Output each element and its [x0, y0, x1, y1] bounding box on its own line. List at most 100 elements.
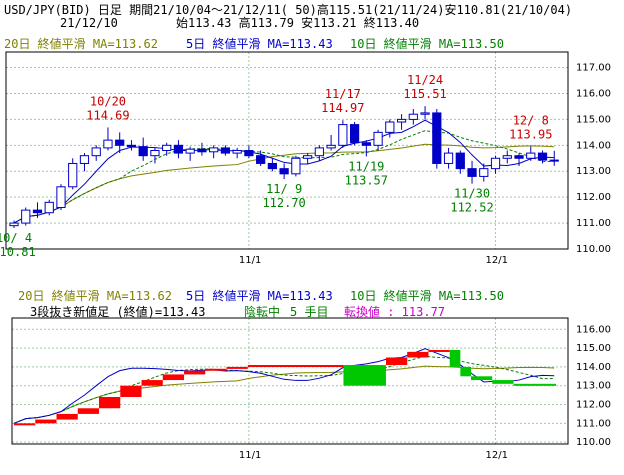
brick [407, 351, 429, 358]
x-tick-label: 12/1 [486, 450, 508, 461]
candle-body [197, 148, 207, 153]
legend2-ma20: 20日 終値平滑 MA=113.62 [18, 288, 172, 303]
brick [449, 349, 461, 367]
reversal-count: 5 手目 [290, 305, 328, 319]
candle-body [209, 147, 219, 153]
candle-body [91, 147, 101, 157]
y-tick-label: 114.00 [576, 140, 611, 151]
three-line-break-panel: 116.00 115.00 114.00 113.00 112.00 111.00 110.… [11, 317, 611, 461]
y-tick-label: 112.00 [576, 192, 611, 203]
annotation-value: 110.81 [0, 245, 36, 259]
brick [343, 365, 386, 386]
legend-ma5: 5日 終値平滑 MA=113.43 [186, 36, 333, 51]
candle-body [68, 162, 78, 188]
brick [120, 385, 142, 397]
candle-body [44, 201, 54, 214]
candle-body [314, 147, 324, 157]
y-tick-label: 115.00 [576, 343, 611, 354]
brick [99, 396, 121, 409]
y-tick-label: 116.00 [576, 324, 611, 335]
brick [77, 408, 100, 414]
annotation-date: 11/19 [348, 159, 384, 173]
candle-body [467, 168, 477, 177]
y-tick-label: 113.00 [576, 166, 611, 177]
brick [162, 374, 185, 381]
ma10-line [13, 355, 555, 424]
brick [14, 423, 36, 426]
candle-body [185, 148, 195, 154]
candle-body [162, 144, 172, 152]
annotation-date: 11/ 9 [266, 182, 302, 196]
brick [247, 365, 344, 368]
reversal-label: 3段抜き新値足 (終値)=113.43 [30, 304, 205, 319]
annotation-value: 114.97 [321, 101, 364, 115]
candle-body [396, 118, 407, 123]
plot-frame [11, 317, 569, 445]
y-tick-label: 116.00 [576, 88, 611, 99]
annotation-date: 10/20 [90, 94, 126, 108]
annotation-date: 12/ 8 [513, 114, 549, 128]
y-tick-label: 111.00 [576, 218, 611, 229]
candle-body [455, 152, 465, 170]
candle-body [479, 168, 489, 177]
legend2-ma10: 10日 終値平滑 MA=113.50 [350, 288, 504, 303]
candle-body [490, 157, 501, 170]
y-tick-label: 111.00 [576, 418, 611, 429]
y-tick-label: 114.00 [576, 362, 611, 373]
y-tick-label: 110.00 [576, 244, 611, 255]
brick [205, 368, 227, 371]
candle-body [115, 139, 125, 146]
candle-body [244, 150, 254, 157]
candle-body [79, 155, 90, 164]
header-title: USD/JPY(BID) 日足 期間21/10/04～21/12/11( 50)… [4, 2, 572, 17]
candle-body [537, 152, 548, 161]
brick [428, 349, 450, 352]
brick [56, 413, 78, 420]
candle-body [502, 155, 512, 159]
brick [513, 383, 556, 386]
header-date: 21/12/10 [60, 16, 118, 30]
annotation-value: 114.69 [86, 108, 129, 122]
legend2-ma5: 5日 終値平滑 MA=113.43 [186, 288, 333, 303]
annotation-date: 11/30 [454, 187, 490, 201]
candle-body [443, 152, 454, 164]
ma10-line [13, 130, 555, 224]
candle-body [549, 159, 559, 162]
legend-ma10: 10日 終値平滑 MA=113.50 [350, 36, 504, 51]
candle-body [526, 152, 536, 159]
brick [35, 419, 57, 424]
candle-body [326, 144, 336, 149]
ma5-line [13, 119, 555, 224]
candle-body [373, 131, 383, 146]
y-tick-label: 117.00 [576, 63, 611, 74]
candle-body [291, 157, 301, 175]
brick [385, 357, 408, 366]
candlestick-panel: 117.00 116.00 115.00 114.00 113.00 112.00 111.… [0, 51, 611, 266]
candle-body [408, 113, 418, 120]
annotation-date: 10/ 4 [0, 231, 32, 245]
annotation-value: 115.51 [403, 87, 446, 101]
annotation-value: 112.52 [450, 201, 493, 215]
brick [184, 370, 206, 375]
candle-body [303, 155, 313, 159]
candle-body [420, 112, 430, 115]
annotation-value: 112.70 [262, 196, 305, 210]
brick [492, 380, 514, 384]
candle-body [138, 146, 148, 157]
y-tick-label: 110.00 [576, 437, 611, 448]
annotation-date: 11/17 [325, 87, 361, 101]
x-tick-label: 12/1 [486, 255, 508, 266]
candle-body [126, 144, 137, 148]
header-ohlc: 始113.43 高113.79 安113.21 終113.40 [176, 15, 419, 30]
candle-body [32, 209, 43, 214]
annotation-value: 113.57 [345, 173, 388, 187]
candle-body [56, 186, 66, 209]
candle-body [220, 147, 231, 154]
candle-body [173, 144, 184, 154]
plot-frame [5, 51, 569, 250]
candle-body [338, 124, 348, 146]
candle-body [432, 112, 442, 164]
brick [470, 376, 493, 381]
candle-body [256, 155, 266, 164]
